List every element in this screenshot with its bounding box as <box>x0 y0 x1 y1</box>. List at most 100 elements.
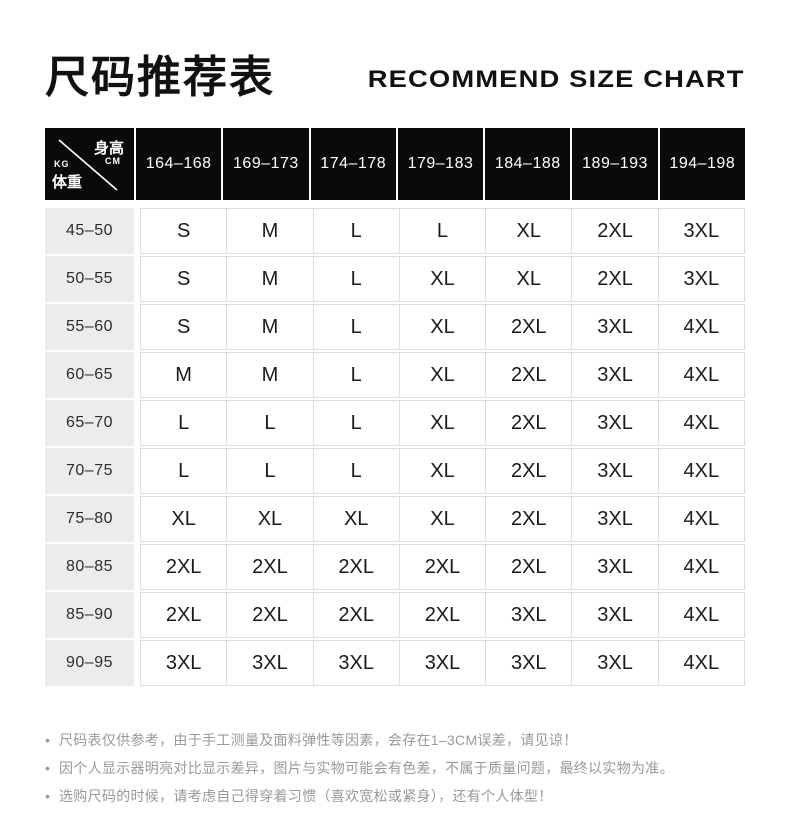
page-title-cn: 尺码推荐表 <box>45 53 275 102</box>
size-cell: L <box>312 256 400 302</box>
table-row: 75–80 XL XL XL XL 2XL 3XL 4XL <box>45 496 745 542</box>
size-cell: 2XL <box>485 544 573 590</box>
size-cell: 2XL <box>485 496 573 542</box>
size-cell: 3XL <box>571 640 659 686</box>
size-cell: 3XL <box>657 256 745 302</box>
size-cell: S <box>140 304 228 350</box>
size-cell: L <box>312 352 400 398</box>
size-cell: XL <box>312 496 400 542</box>
table-row: 65–70 L L L XL 2XL 3XL 4XL <box>45 400 745 446</box>
size-cells: 3XL 3XL 3XL 3XL 3XL 3XL 4XL <box>140 640 745 686</box>
height-header-cell: 174–178 <box>310 128 396 200</box>
height-header-cell: 184–188 <box>485 128 571 200</box>
size-cell: M <box>140 352 228 398</box>
height-header-cell: 169–173 <box>223 128 309 200</box>
size-cells: S M L L XL 2XL 3XL <box>140 208 745 254</box>
size-cell: XL <box>485 208 573 254</box>
size-cell: 2XL <box>398 544 487 590</box>
size-cell: 4XL <box>657 640 745 686</box>
size-cell: 4XL <box>657 352 745 398</box>
weight-range-cell: 45–50 <box>45 208 134 254</box>
size-cell: 3XL <box>571 592 659 638</box>
size-cells: 2XL 2XL 2XL 2XL 2XL 3XL 4XL <box>140 544 745 590</box>
size-cell: 2XL <box>226 592 314 638</box>
bullet-icon: • <box>45 732 51 748</box>
size-cell: 3XL <box>571 544 659 590</box>
size-cell: 2XL <box>140 592 228 638</box>
size-cells: M M L XL 2XL 3XL 4XL <box>140 352 745 398</box>
note-text: 尺码表仅供参考，由于手工测量及面料弹性等因素，会存在1–3CM误差，请见谅！ <box>59 732 578 748</box>
size-cell: 3XL <box>571 304 659 350</box>
weight-range-cell: 50–55 <box>45 256 134 302</box>
size-cell: M <box>226 352 314 398</box>
size-cell: XL <box>398 448 487 494</box>
size-cell: L <box>226 400 314 446</box>
size-cell: 2XL <box>312 544 400 590</box>
size-cell: XL <box>398 400 487 446</box>
size-cell: L <box>312 400 400 446</box>
size-cell: 3XL <box>312 640 400 686</box>
table-row: 50–55 S M L XL XL 2XL 3XL <box>45 256 745 302</box>
size-cell: 4XL <box>657 592 745 638</box>
title-row: 尺码推荐表 RECOMMEND SIZE CHART <box>45 42 745 100</box>
size-cell: XL <box>398 256 487 302</box>
size-cell: 2XL <box>312 592 400 638</box>
page-title-en: RECOMMEND SIZE CHART <box>368 66 745 93</box>
size-cell: 3XL <box>140 640 228 686</box>
size-cell: 3XL <box>398 640 487 686</box>
size-cells: 2XL 2XL 2XL 2XL 3XL 3XL 4XL <box>140 592 745 638</box>
weight-range-cell: 90–95 <box>45 640 134 686</box>
size-cell: 2XL <box>226 544 314 590</box>
size-cell: XL <box>485 256 573 302</box>
height-header-row: 身高 CM KG 体重 164–168 169–173 174–178 179–183… <box>45 128 745 200</box>
size-cell: L <box>312 208 400 254</box>
size-cell: 2XL <box>398 592 487 638</box>
table-row: 70–75 L L L XL 2XL 3XL 4XL <box>45 448 745 494</box>
corner-weight-label: 体重 <box>52 174 83 191</box>
weight-range-cell: 60–65 <box>45 352 134 398</box>
note-item: • 选购尺码的时候，请考虑自己得穿着习惯（喜欢宽松或紧身），还有个人体型！ <box>45 782 745 810</box>
size-cell: 2XL <box>485 400 573 446</box>
table-row: 90–95 3XL 3XL 3XL 3XL 3XL 3XL 4XL <box>45 640 745 686</box>
size-cell: 2XL <box>485 352 573 398</box>
weight-range-cell: 55–60 <box>45 304 134 350</box>
size-cell: 4XL <box>657 400 745 446</box>
size-cell: 3XL <box>571 352 659 398</box>
size-cell: L <box>226 448 314 494</box>
size-cell: L <box>398 208 487 254</box>
size-cell: 3XL <box>485 592 573 638</box>
height-header-cell: 179–183 <box>397 128 484 200</box>
size-cells: L L L XL 2XL 3XL 4XL <box>140 400 745 446</box>
size-cell: S <box>140 208 228 254</box>
size-cell: M <box>226 304 314 350</box>
size-table: 身高 CM KG 体重 164–168 169–173 174–178 179–183… <box>45 128 745 686</box>
weight-range-cell: 80–85 <box>45 544 134 590</box>
size-cell: XL <box>398 352 487 398</box>
corner-cell: 身高 CM KG 体重 <box>45 128 134 200</box>
size-cell: 2XL <box>571 208 659 254</box>
corner-height-unit: CM <box>105 156 121 166</box>
table-body: 45–50 S M L L XL 2XL 3XL 50–55 S M L XL XL 2XL 3XL 55–60… <box>45 208 745 686</box>
size-cell: 3XL <box>226 640 314 686</box>
size-cell: 3XL <box>571 448 659 494</box>
size-cells: S M L XL 2XL 3XL 4XL <box>140 304 745 350</box>
size-cell: 3XL <box>571 400 659 446</box>
note-item: • 因个人显示器明亮对比显示差异，图片与实物可能会有色差，不属于质量问题，最终以实… <box>45 754 745 782</box>
weight-range-cell: 70–75 <box>45 448 134 494</box>
size-cell: 4XL <box>657 304 745 350</box>
height-header-cell: 189–193 <box>572 128 658 200</box>
corner-weight-unit: KG <box>54 159 70 169</box>
table-row: 85–90 2XL 2XL 2XL 2XL 3XL 3XL 4XL <box>45 592 745 638</box>
notes-list: • 尺码表仅供参考，由于手工测量及面料弹性等因素，会存在1–3CM误差，请见谅！ •… <box>45 726 745 810</box>
size-cell: 4XL <box>657 448 745 494</box>
note-item: • 尺码表仅供参考，由于手工测量及面料弹性等因素，会存在1–3CM误差，请见谅！ <box>45 726 745 754</box>
size-cell: 2XL <box>571 256 659 302</box>
size-cell: L <box>140 448 228 494</box>
diagonal-line-icon <box>58 139 118 191</box>
size-cell: M <box>226 256 314 302</box>
table-row: 80–85 2XL 2XL 2XL 2XL 2XL 3XL 4XL <box>45 544 745 590</box>
size-cell: 4XL <box>657 496 745 542</box>
size-cell: XL <box>398 304 487 350</box>
weight-range-cell: 75–80 <box>45 496 134 542</box>
